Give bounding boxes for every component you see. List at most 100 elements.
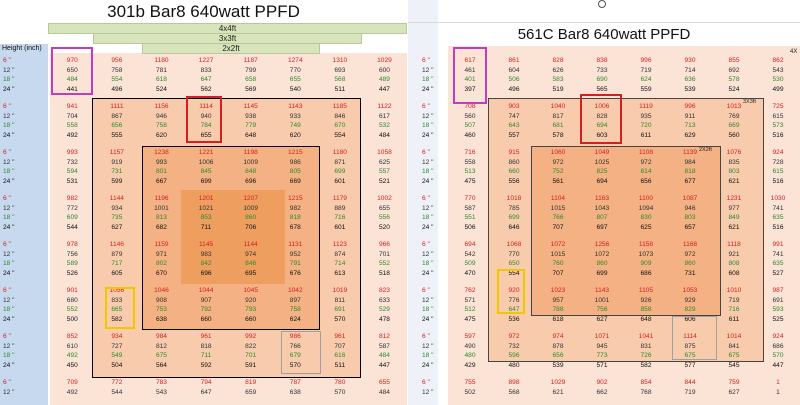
ppfd-cell: 1122 <box>377 103 392 110</box>
ppfd-cell: 587 <box>464 204 476 212</box>
ppfd-cell: 938 <box>245 112 257 120</box>
ppfd-cell: 516 <box>772 223 784 231</box>
ppfd-cell: 1071 <box>594 333 610 340</box>
ppfd-cell: 941 <box>66 103 78 110</box>
ppfd-cell: 822 <box>245 342 257 350</box>
ppfd-cell: 835 <box>728 158 740 166</box>
height-label: 18 " <box>422 214 434 222</box>
table-301b: 301b Bar8 640watt PPFD 4x4ft 3x3ft 2x2ft… <box>0 2 407 405</box>
height-label: 6 " <box>422 241 430 248</box>
ppfd-cell: 560 <box>728 131 740 139</box>
ppfd-cell: 1015 <box>550 204 566 212</box>
ppfd-cell: 1256 <box>594 241 610 248</box>
ppfd-cell: 768 <box>640 388 652 396</box>
ppfd-cell: 817 <box>552 112 564 120</box>
ppfd-cell: 957 <box>552 296 564 304</box>
ppfd-cell: 660 <box>245 315 257 323</box>
ppfd-cell: 475 <box>464 315 476 323</box>
ppfd-cell: 926 <box>640 296 652 304</box>
ppfd-cell: 597 <box>464 333 476 340</box>
ppfd-cell: 1025 <box>594 158 610 166</box>
height-label: 12 " <box>422 158 434 166</box>
ppfd-cell: 450 <box>66 361 78 369</box>
ppfd-cell: 830 <box>640 214 652 222</box>
ppfd-cell: 667 <box>155 177 167 185</box>
ppfd-cell: 933 <box>289 112 301 120</box>
ppfd-cell: 852 <box>66 333 78 340</box>
ppfd-cell: 787 <box>289 379 301 386</box>
height-label: 12 " <box>422 204 434 212</box>
ppfd-cell: 814 <box>640 168 652 176</box>
ppfd-cell: 919 <box>111 158 123 166</box>
ppfd-cell: 854 <box>640 379 652 386</box>
ppfd-cell: 833 <box>200 66 212 74</box>
ppfd-cell: 578 <box>728 76 740 84</box>
ppfd-cell: 716 <box>728 306 740 314</box>
ppfd-cell: 984 <box>155 333 167 340</box>
ppfd-cell: 679 <box>289 352 301 360</box>
ppfd-cell: 915 <box>508 149 520 156</box>
ppfd-cell: 755 <box>464 379 476 386</box>
ppfd-cell: 633 <box>378 296 390 304</box>
height-label: 12 " <box>3 158 15 166</box>
ppfd-cell: 650 <box>508 260 520 268</box>
ppfd-cell: 747 <box>508 112 520 120</box>
ppfd-cell: 583 <box>552 76 564 84</box>
ppfd-cell: 972 <box>552 158 564 166</box>
ppfd-cell: 624 <box>640 76 652 84</box>
ppfd-cell: 542 <box>464 250 476 258</box>
ppfd-cell: 758 <box>111 66 123 74</box>
ppfd-cell: 475 <box>464 177 476 185</box>
ppfd-cell: 921 <box>728 250 740 258</box>
ppfd-cell: 484 <box>378 131 390 139</box>
ppfd-cell: 539 <box>552 361 564 369</box>
height-label: 12 " <box>3 66 15 74</box>
zone-2x2 <box>531 146 721 316</box>
ppfd-cell: 1006 <box>198 158 214 166</box>
ppfd-cell: 646 <box>508 223 520 231</box>
ppfd-cell: 1100 <box>638 195 654 202</box>
ppfd-cell: 841 <box>728 342 740 350</box>
ppfd-cell: 701 <box>378 250 390 258</box>
ppfd-cell: 441 <box>66 85 78 93</box>
ppfd-cell: 714 <box>684 66 696 74</box>
ppfd-cell: 720 <box>640 122 652 130</box>
ppfd-cell: 484 <box>378 388 390 396</box>
ppfd-cell: 986 <box>289 158 301 166</box>
ppfd-cell: 636 <box>684 76 696 84</box>
ppfd-cell: 731 <box>684 269 696 277</box>
ppfd-cell: 946 <box>684 204 696 212</box>
ppfd-cell: 591 <box>245 361 257 369</box>
ppfd-cell: 704 <box>66 112 78 120</box>
ppfd-cell: 741 <box>772 250 784 258</box>
ppfd-cell: 610 <box>66 342 78 350</box>
ppfd-cell: 1002 <box>377 195 392 202</box>
gridline <box>408 22 800 23</box>
ppfd-cell: 987 <box>772 287 784 294</box>
ppfd-cell: 568 <box>334 76 346 84</box>
ppfd-cell: 1118 <box>727 241 741 248</box>
ppfd-cell: 504 <box>111 361 123 369</box>
height-label: 12 " <box>422 342 434 350</box>
ppfd-cell: 993 <box>66 149 78 156</box>
ppfd-cell: 984 <box>684 158 696 166</box>
ppfd-cell: 536 <box>508 315 520 323</box>
ppfd-cell: 907 <box>200 296 212 304</box>
ppfd-cell: 909 <box>640 260 652 268</box>
ppfd-cell: 812 <box>155 342 167 350</box>
ppfd-cell: 972 <box>640 158 652 166</box>
height-label: 12 " <box>3 250 15 258</box>
ppfd-cell: 803 <box>684 214 696 222</box>
ppfd-cell: 496 <box>111 85 123 93</box>
ppfd-cell: 1143 <box>594 287 610 294</box>
ppfd-cell: 1179 <box>332 195 347 202</box>
height-label: 18 " <box>422 122 434 130</box>
ppfd-cell: 699 <box>596 269 608 277</box>
rotate-handle-icon[interactable] <box>598 0 606 8</box>
ppfd-cell: 447 <box>772 361 784 369</box>
highlight-gray <box>281 331 321 374</box>
ppfd-cell: 732 <box>508 342 520 350</box>
ppfd-cell: 874 <box>334 250 346 258</box>
ppfd-cell: 807 <box>596 214 608 222</box>
ppfd-cell: 1029 <box>377 57 392 64</box>
